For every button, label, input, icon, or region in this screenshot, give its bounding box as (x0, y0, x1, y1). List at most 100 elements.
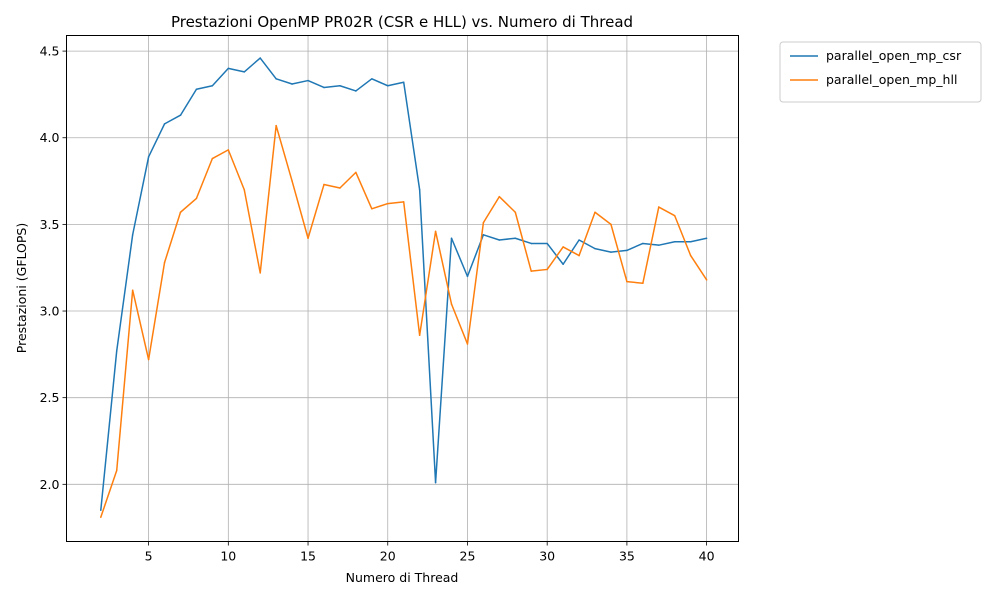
data-point (227, 149, 230, 151)
data-point (339, 187, 341, 189)
y-tick-label: 4.5 (40, 44, 60, 59)
data-point (434, 481, 437, 484)
data-point (658, 206, 660, 208)
data-point (402, 81, 405, 84)
data-point (195, 197, 198, 200)
series-line-hll (100, 124, 708, 518)
data-point (514, 211, 517, 213)
data-point (259, 272, 261, 274)
data-point (227, 67, 230, 70)
x-axis-label: Numero di Thread (346, 570, 459, 585)
data-point (163, 123, 166, 125)
chart-title: Prestazioni OpenMP PR02R (CSR e HLL) vs.… (171, 13, 633, 31)
data-point (466, 275, 469, 278)
data-point (450, 237, 453, 239)
data-point (626, 249, 628, 252)
data-point (705, 237, 708, 239)
data-point (131, 289, 134, 291)
data-point (179, 211, 182, 213)
x-tick-label: 15 (300, 549, 316, 564)
data-point (275, 78, 277, 80)
data-point (147, 358, 150, 361)
legend-label-csr: parallel_open_mp_csr (826, 48, 962, 63)
data-point (562, 246, 564, 248)
series-line-csr (100, 57, 707, 511)
data-point (578, 239, 580, 241)
data-point (100, 509, 102, 512)
data-point (402, 201, 405, 203)
data-point (339, 85, 341, 87)
data-point (642, 242, 644, 245)
data-point (530, 242, 532, 245)
data-point (163, 261, 166, 264)
x-tick-label: 5 (145, 549, 153, 564)
series-layer (100, 57, 708, 518)
data-point (371, 208, 373, 210)
x-tick-label: 25 (460, 549, 476, 564)
grid (66, 35, 739, 542)
legend-box (779, 41, 982, 103)
y-tick-label: 4.0 (40, 130, 60, 145)
x-tick-label: 40 (699, 549, 715, 564)
data-point (387, 202, 389, 205)
data-point (307, 79, 309, 82)
data-point (115, 469, 118, 472)
data-point (179, 114, 182, 116)
data-point (498, 195, 501, 198)
data-point (434, 230, 437, 233)
data-point (371, 78, 373, 80)
x-axis: 5 10 15 20 25 30 35 40 (145, 541, 715, 564)
data-point (211, 157, 214, 160)
data-point (211, 85, 214, 87)
data-point (259, 57, 261, 59)
data-point (673, 214, 676, 217)
data-point (546, 268, 548, 271)
data-point (115, 350, 118, 352)
data-point (514, 237, 517, 239)
y-tick-label: 2.5 (40, 390, 60, 405)
data-point (658, 244, 660, 246)
data-point (610, 251, 612, 253)
data-point (705, 279, 708, 281)
data-point (466, 343, 469, 345)
data-point (546, 242, 548, 245)
data-point (355, 90, 357, 92)
data-point (578, 254, 580, 257)
data-point (291, 83, 293, 85)
data-point (610, 223, 612, 226)
data-point (355, 171, 357, 174)
legend-label-hll: parallel_open_mp_hll (826, 72, 957, 87)
legend: parallel_open_mp_csr parallel_open_mp_hl… (779, 41, 982, 103)
data-point (673, 240, 676, 243)
data-point (307, 237, 309, 239)
x-tick-label: 10 (220, 549, 236, 564)
y-axis: 2.0 2.5 3.0 3.5 4.0 4.5 (40, 44, 67, 492)
data-point (131, 234, 134, 236)
data-point (243, 188, 246, 191)
data-point (323, 86, 325, 89)
data-point (418, 188, 421, 191)
data-point (594, 247, 596, 250)
y-tick-label: 3.0 (40, 304, 60, 319)
data-point (642, 282, 644, 285)
data-point (626, 280, 628, 283)
data-point (243, 71, 246, 73)
data-point (530, 270, 532, 272)
data-point (689, 240, 692, 243)
x-tick-label: 20 (380, 549, 396, 564)
data-point (418, 334, 421, 337)
data-point (100, 516, 102, 518)
data-point (594, 211, 596, 213)
y-tick-label: 2.0 (40, 477, 60, 492)
data-point (498, 239, 501, 241)
x-tick-label: 35 (619, 549, 635, 564)
data-point (482, 234, 485, 236)
data-point (323, 183, 325, 186)
data-point (275, 124, 277, 127)
data-point (450, 303, 453, 305)
x-tick-label: 30 (539, 549, 555, 564)
data-point (147, 156, 150, 158)
data-point (195, 88, 198, 90)
data-point (291, 180, 293, 182)
